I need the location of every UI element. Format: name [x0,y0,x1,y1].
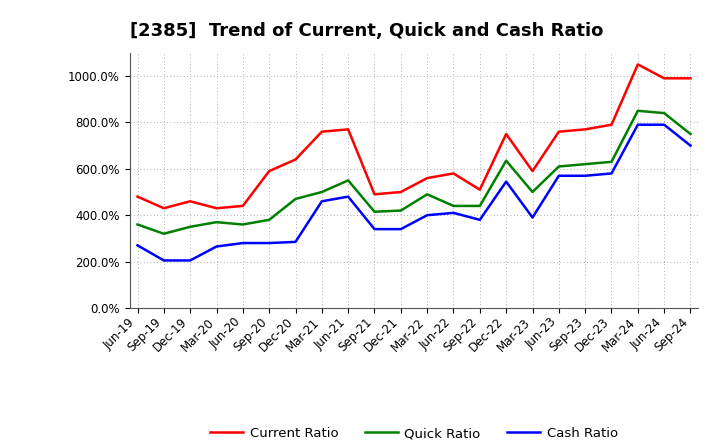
Line: Cash Ratio: Cash Ratio [138,125,690,260]
Quick Ratio [318,189,326,194]
Cash Ratio [634,122,642,127]
Current Ratio [160,205,168,211]
Quick Ratio [686,132,695,137]
Current Ratio [475,187,484,192]
Current Ratio [186,198,194,204]
Quick Ratio [397,208,405,213]
Current Ratio [291,157,300,162]
Current Ratio [502,132,510,137]
Current Ratio [265,169,274,174]
Current Ratio [581,127,590,132]
Current Ratio [528,169,537,174]
Quick Ratio [634,108,642,114]
Quick Ratio [607,159,616,165]
Current Ratio [660,76,668,81]
Line: Quick Ratio: Quick Ratio [138,111,690,234]
Current Ratio [318,129,326,134]
Quick Ratio [370,209,379,214]
Current Ratio [686,76,695,81]
Cash Ratio [502,179,510,184]
Current Ratio [212,205,221,211]
Quick Ratio [554,164,563,169]
Cash Ratio [423,213,431,218]
Cash Ratio [370,227,379,232]
Cash Ratio [186,258,194,263]
Quick Ratio [238,222,247,227]
Current Ratio [370,192,379,197]
Quick Ratio [581,161,590,167]
Cash Ratio [449,210,458,216]
Quick Ratio [265,217,274,223]
Cash Ratio [344,194,353,199]
Cash Ratio [160,258,168,263]
Cash Ratio [475,217,484,223]
Quick Ratio [186,224,194,229]
Cash Ratio [318,198,326,204]
Quick Ratio [660,110,668,116]
Cash Ratio [291,239,300,245]
Cash Ratio [581,173,590,178]
Current Ratio [607,122,616,127]
Cash Ratio [607,171,616,176]
Current Ratio [133,194,142,199]
Quick Ratio [423,192,431,197]
Cash Ratio [686,143,695,148]
Cash Ratio [212,244,221,249]
Current Ratio [423,176,431,181]
Quick Ratio [344,178,353,183]
Cash Ratio [133,243,142,248]
Current Ratio [634,62,642,67]
Text: [2385]  Trend of Current, Quick and Cash Ratio: [2385] Trend of Current, Quick and Cash … [130,22,603,40]
Quick Ratio [291,196,300,202]
Cash Ratio [238,240,247,246]
Quick Ratio [133,222,142,227]
Current Ratio [238,203,247,209]
Quick Ratio [449,203,458,209]
Current Ratio [344,127,353,132]
Quick Ratio [212,220,221,225]
Quick Ratio [160,231,168,236]
Current Ratio [397,189,405,194]
Line: Current Ratio: Current Ratio [138,64,690,208]
Cash Ratio [265,240,274,246]
Cash Ratio [397,227,405,232]
Quick Ratio [502,158,510,163]
Current Ratio [554,129,563,134]
Quick Ratio [528,189,537,194]
Legend: Current Ratio, Quick Ratio, Cash Ratio: Current Ratio, Quick Ratio, Cash Ratio [205,422,623,440]
Cash Ratio [554,173,563,178]
Current Ratio [449,171,458,176]
Cash Ratio [528,215,537,220]
Quick Ratio [475,203,484,209]
Cash Ratio [660,122,668,127]
